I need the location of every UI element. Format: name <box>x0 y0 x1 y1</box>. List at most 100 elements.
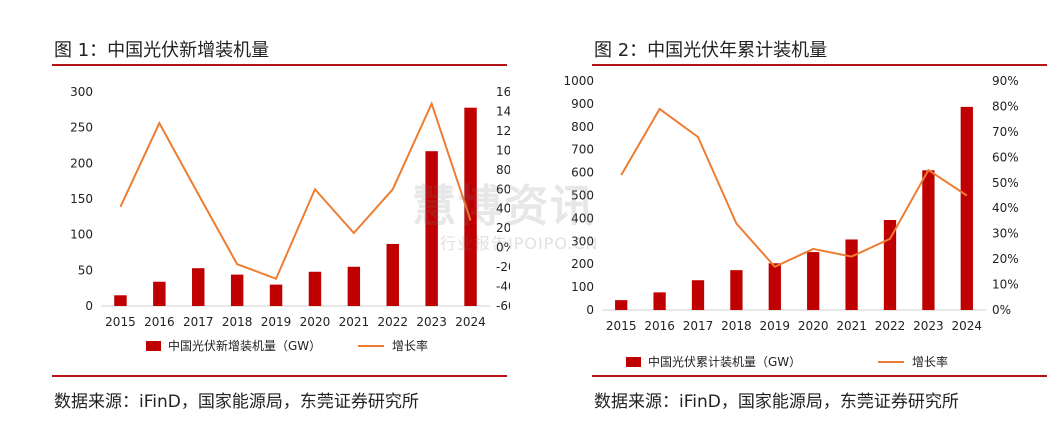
y-tick-label: 0 <box>85 299 93 313</box>
y-tick-label: 600 <box>571 166 594 180</box>
x-tick-label: 2024 <box>952 319 983 333</box>
x-tick-label: 2019 <box>261 315 292 329</box>
bar <box>960 106 973 310</box>
x-tick-label: 2020 <box>798 319 829 333</box>
bar <box>807 252 820 310</box>
y2-tick-label: 60% <box>496 182 510 196</box>
x-tick-label: 2017 <box>683 319 714 333</box>
bar <box>845 239 858 310</box>
figure-source: 数据来源：iFinD，国家能源局，东莞证券研究所 <box>594 392 959 412</box>
bar <box>114 295 127 306</box>
x-tick-label: 2018 <box>222 315 253 329</box>
bar <box>192 268 205 306</box>
growth-rate-line <box>119 100 472 281</box>
x-tick-label: 2021 <box>339 315 370 329</box>
y-tick-label: 400 <box>571 211 594 225</box>
figure-panel-2: 图 2：中国光伏年累计装机量 0 100 200 300 400 500 600 700 800… <box>540 0 1050 432</box>
y2-tick-label: 40% <box>496 202 510 216</box>
y-tick-label: 150 <box>70 192 93 206</box>
y2-tick-label: 80% <box>992 99 1019 113</box>
y2-tick-label: 160% <box>496 85 510 99</box>
bar <box>269 284 283 306</box>
x-tick-label: 2021 <box>836 319 867 333</box>
x-tick-label: 2023 <box>913 319 944 333</box>
y-tick-label: 300 <box>571 234 594 248</box>
x-tick-label: 2020 <box>300 315 331 329</box>
y2-tick-label: 0% <box>496 241 510 255</box>
y-tick-label: 50 <box>78 263 93 277</box>
y2-tick-label: 0% <box>992 303 1011 317</box>
y-tick-label: 1000 <box>563 74 594 88</box>
y2-tick-label: 50% <box>992 176 1019 190</box>
y2-tick-label: 40% <box>992 201 1019 215</box>
y-tick-label: 100 <box>571 280 594 294</box>
x-tick-label: 2023 <box>416 315 447 329</box>
y2-tick-label: 90% <box>992 74 1019 88</box>
y2-tick-label: 20% <box>992 252 1019 266</box>
y2-tick-label: 20% <box>496 221 510 235</box>
y-tick-label: 0 <box>586 303 594 317</box>
watermark-logo: 慧博资讯 <box>412 181 596 232</box>
y-tick-label: 100 <box>70 228 93 242</box>
y2-tick-label: 60% <box>992 150 1019 164</box>
y2-tick-label: 10% <box>992 278 1019 292</box>
growth-rate-line <box>620 107 968 268</box>
x-tick-label: 2017 <box>183 315 214 329</box>
y2-tick-label: -40% <box>496 280 510 294</box>
bar <box>691 280 705 310</box>
legend-swatch-bar <box>626 357 641 367</box>
bar <box>153 281 166 306</box>
watermark-text: 行业报告IPOIPO.CN <box>440 234 599 253</box>
y2-tick-label: 70% <box>992 125 1019 139</box>
y-tick-label: 200 <box>571 257 594 271</box>
bar <box>347 266 361 306</box>
source-rule <box>592 375 1047 377</box>
legend-label-bar: 中国光伏累计装机量（GW） <box>648 354 801 369</box>
legend-label-bar: 中国光伏新增装机量（GW） <box>168 338 321 353</box>
chart-cumulative-installations: 0 100 200 300 400 500 600 700 800 900 1000 0% 10% 20%… <box>563 74 1019 369</box>
x-tick-label: 2019 <box>760 319 791 333</box>
x-tick-label: 2018 <box>721 319 752 333</box>
y-tick-label: 250 <box>70 121 93 135</box>
y2-tick-label: -60% <box>496 299 510 313</box>
bar <box>464 107 477 307</box>
legend-swatch-bar <box>146 341 161 351</box>
figure-source: 数据来源：iFinD，国家能源局，东莞证券研究所 <box>54 392 419 412</box>
bar <box>883 220 897 310</box>
x-tick-label: 2016 <box>644 319 675 333</box>
bar <box>308 271 322 306</box>
title-rule <box>592 64 1047 66</box>
figure-title: 图 2：中国光伏年累计装机量 <box>594 40 828 61</box>
bar <box>230 274 244 306</box>
source-rule <box>52 375 507 377</box>
y2-tick-label: 120% <box>496 124 510 138</box>
y2-tick-label: 100% <box>496 143 510 157</box>
y2-tick-label: 80% <box>496 163 510 177</box>
bar <box>425 151 438 306</box>
title-rule <box>52 64 507 66</box>
y-tick-label: 800 <box>571 120 594 134</box>
y-tick-label: 900 <box>571 97 594 111</box>
bar <box>615 300 628 310</box>
y-tick-label: 200 <box>70 156 93 170</box>
bar <box>653 292 666 310</box>
bar <box>730 270 743 310</box>
x-tick-label: 2024 <box>455 315 486 329</box>
x-tick-label: 2022 <box>875 319 906 333</box>
y2-tick-label: -20% <box>496 260 510 274</box>
y2-tick-label: 30% <box>992 227 1019 241</box>
y-tick-label: 300 <box>70 85 93 99</box>
x-tick-label: 2016 <box>144 315 175 329</box>
figure-title: 图 1：中国光伏新增装机量 <box>54 40 270 61</box>
bar <box>768 263 781 310</box>
figure-panel-1: 图 1：中国光伏新增装机量 0 50 100 150 200 250 300 -60% -40%… <box>0 0 510 432</box>
y-tick-label: 500 <box>571 189 594 203</box>
chart-new-installations: 0 50 100 150 200 250 300 -60% -40% -20% 0% 20% 40% 60… <box>70 85 510 353</box>
x-tick-label: 2022 <box>377 315 408 329</box>
legend-label-line: 增长率 <box>392 338 428 353</box>
legend-label-line: 增长率 <box>912 354 948 369</box>
y2-tick-label: 140% <box>496 104 510 118</box>
bar <box>922 170 935 310</box>
y-tick-label: 700 <box>571 143 594 157</box>
bar <box>386 243 399 306</box>
